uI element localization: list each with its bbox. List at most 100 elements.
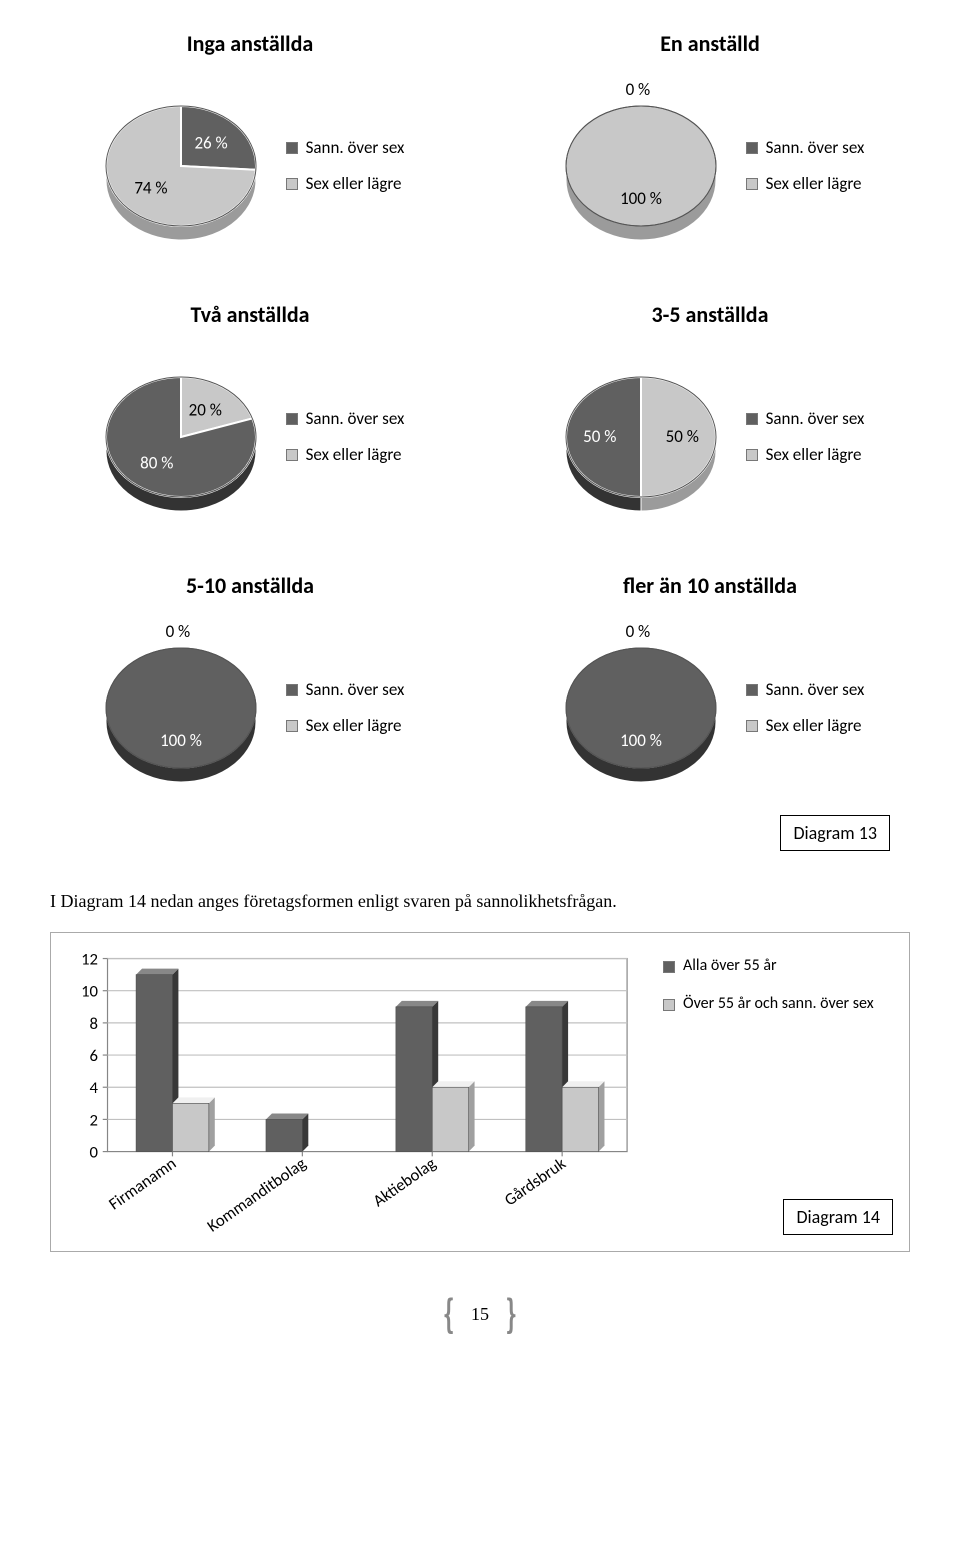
zero-percent-label: 0 % xyxy=(626,621,651,642)
legend-item-1: Sann. över sex xyxy=(286,409,405,429)
swatch-dark xyxy=(663,961,675,973)
swatch-dark xyxy=(286,142,298,154)
legend-item-1: Sann. över sex xyxy=(746,680,865,700)
legend-item-2: Sex eller lägre xyxy=(286,716,405,736)
svg-text:26 %: 26 % xyxy=(194,132,227,153)
pie-svg: 100 % 0 % xyxy=(556,71,726,261)
legend-label: Sex eller lägre xyxy=(306,445,402,465)
legend-item-1: Sann. över sex xyxy=(746,409,865,429)
svg-text:Gårdsbruk: Gårdsbruk xyxy=(501,1153,570,1210)
pie-svg: 100 % 0 % xyxy=(96,613,266,803)
legend-label: Sann. över sex xyxy=(306,138,405,158)
legend: Sann. över sex Sex eller lägre xyxy=(286,409,405,464)
legend-label: Sex eller lägre xyxy=(766,445,862,465)
svg-text:Firmanamn: Firmanamn xyxy=(105,1154,180,1215)
chart-title: Inga anställda xyxy=(187,30,314,57)
svg-text:100 %: 100 % xyxy=(160,730,202,751)
svg-text:0: 0 xyxy=(90,1143,99,1163)
pie-body: 26 % 74 % Sann. över sex Sex eller lägre xyxy=(96,71,405,261)
paragraph-text: I Diagram 14 nedan anges företagsformen … xyxy=(50,891,910,912)
brace-left: ❴ xyxy=(441,1293,456,1339)
chart-title: 5-10 anställda xyxy=(186,572,314,599)
legend-item-2: Sex eller lägre xyxy=(746,174,865,194)
legend: Sann. över sex Sex eller lägre xyxy=(746,680,865,735)
legend-label: Över 55 år och sann. över sex xyxy=(683,995,874,1013)
pie-chart-2: Två anställda 20 % 80 % Sann. över sex Se… xyxy=(50,301,450,532)
bar-legend: Alla över 55 år Över 55 år och sann. öve… xyxy=(663,949,893,1235)
zero-percent-label: 0 % xyxy=(626,79,651,100)
swatch-light xyxy=(663,999,675,1011)
legend-item-2: Sex eller lägre xyxy=(746,445,865,465)
svg-text:74 %: 74 % xyxy=(134,178,167,199)
legend-item-2: Sex eller lägre xyxy=(286,445,405,465)
legend: Sann. över sex Sex eller lägre xyxy=(286,138,405,193)
legend: Sann. över sex Sex eller lägre xyxy=(286,680,405,735)
swatch-light xyxy=(286,720,298,732)
chart-title: fler än 10 anställda xyxy=(623,572,797,599)
swatch-light xyxy=(746,720,758,732)
pie-chart-4: 5-10 anställda 100 % 0 % Sann. över sex S… xyxy=(50,572,450,851)
pie-body: 100 % 0 % Sann. över sex Sex eller lägre xyxy=(96,613,405,803)
pie-svg: 20 % 80 % xyxy=(96,342,266,532)
swatch-dark xyxy=(746,413,758,425)
svg-text:6: 6 xyxy=(90,1046,98,1066)
swatch-dark xyxy=(746,142,758,154)
pie-chart-3: 3-5 anställda 50 % 50 % Sann. över sex Se… xyxy=(510,301,910,532)
swatch-dark xyxy=(746,684,758,696)
bar-plot-area: 024681012FirmanamnKommanditbolagAktiebol… xyxy=(67,949,639,1235)
brace-right: ❵ xyxy=(504,1293,519,1339)
page-number-wrap: ❴ 15 ❵ xyxy=(50,1302,910,1327)
legend-item-1: Sann. över sex xyxy=(746,138,865,158)
legend-label: Sann. över sex xyxy=(766,138,865,158)
svg-text:4: 4 xyxy=(90,1078,99,1098)
chart-title: En anställd xyxy=(660,30,760,57)
legend-label: Sann. över sex xyxy=(306,409,405,429)
pie-body: 50 % 50 % Sann. över sex Sex eller lägre xyxy=(556,342,865,532)
diagram-14-caption: Diagram 14 xyxy=(783,1199,893,1235)
svg-text:50 %: 50 % xyxy=(665,426,698,447)
svg-text:Kommanditbolag: Kommanditbolag xyxy=(204,1154,311,1235)
page-number: 15 xyxy=(461,1302,499,1327)
diagram-13-caption: Diagram 13 xyxy=(780,815,890,851)
svg-text:8: 8 xyxy=(90,1014,98,1034)
pie-svg: 50 % 50 % xyxy=(556,342,726,532)
legend: Sann. över sex Sex eller lägre xyxy=(746,409,865,464)
swatch-dark xyxy=(286,413,298,425)
swatch-dark xyxy=(286,684,298,696)
pie-body: 100 % 0 % Sann. över sex Sex eller lägre xyxy=(556,71,865,261)
swatch-light xyxy=(746,178,758,190)
pie-svg: 100 % 0 % xyxy=(556,613,726,803)
svg-text:Aktiebolag: Aktiebolag xyxy=(369,1154,440,1212)
legend-label: Sex eller lägre xyxy=(766,716,862,736)
legend-label: Sex eller lägre xyxy=(306,716,402,736)
svg-text:80 %: 80 % xyxy=(140,453,173,474)
svg-text:100 %: 100 % xyxy=(620,188,662,209)
svg-text:10: 10 xyxy=(81,982,98,1002)
legend-label: Alla över 55 år xyxy=(683,957,777,975)
zero-percent-label: 0 % xyxy=(166,621,191,642)
chart-title: Två anställda xyxy=(190,301,309,328)
legend: Sann. över sex Sex eller lägre xyxy=(746,138,865,193)
swatch-light xyxy=(286,449,298,461)
svg-text:50 %: 50 % xyxy=(583,426,616,447)
svg-text:20 %: 20 % xyxy=(188,399,221,420)
pie-chart-0: Inga anställda 26 % 74 % Sann. över sex S… xyxy=(50,30,450,261)
pie-body: 20 % 80 % Sann. över sex Sex eller lägre xyxy=(96,342,405,532)
svg-text:100 %: 100 % xyxy=(620,730,662,751)
legend-label: Sex eller lägre xyxy=(306,174,402,194)
legend-label: Sann. över sex xyxy=(766,409,865,429)
legend-label: Sex eller lägre xyxy=(766,174,862,194)
legend-label: Sann. över sex xyxy=(306,680,405,700)
pie-svg: 26 % 74 % xyxy=(96,71,266,261)
pie-body: 100 % 0 % Sann. över sex Sex eller lägre xyxy=(556,613,865,803)
pie-chart-5: fler än 10 anställda 100 % 0 % Sann. över… xyxy=(510,572,910,851)
legend-item-2: Sex eller lägre xyxy=(286,174,405,194)
bar-chart: 024681012FirmanamnKommanditbolagAktiebol… xyxy=(50,932,910,1252)
bar-legend-item-1: Alla över 55 år xyxy=(663,957,893,975)
legend-label: Sann. över sex xyxy=(766,680,865,700)
legend-item-2: Sex eller lägre xyxy=(746,716,865,736)
svg-text:2: 2 xyxy=(90,1110,98,1130)
swatch-light xyxy=(746,449,758,461)
pie-chart-1: En anställd 100 % 0 % Sann. över sex Sex … xyxy=(510,30,910,261)
chart-title: 3-5 anställda xyxy=(652,301,769,328)
